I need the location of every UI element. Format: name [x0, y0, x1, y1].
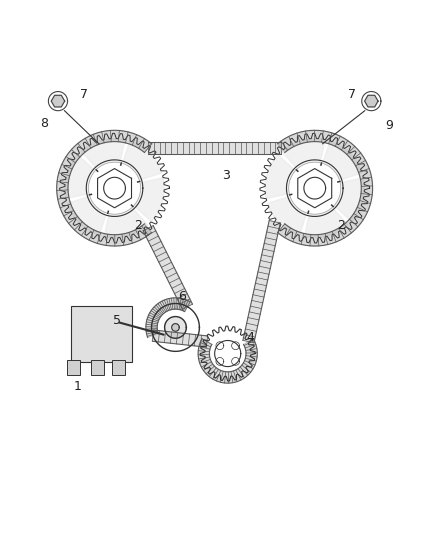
Text: 9: 9: [385, 118, 393, 132]
Polygon shape: [57, 130, 152, 246]
Polygon shape: [123, 141, 162, 180]
Text: 5: 5: [113, 314, 121, 327]
Polygon shape: [304, 207, 348, 238]
Text: 7: 7: [80, 88, 88, 101]
Polygon shape: [65, 155, 95, 199]
Text: 4: 4: [247, 330, 254, 343]
Polygon shape: [51, 95, 65, 107]
Polygon shape: [165, 317, 186, 338]
Polygon shape: [152, 330, 208, 347]
Polygon shape: [334, 177, 364, 221]
Text: 6: 6: [178, 289, 186, 303]
Polygon shape: [143, 225, 193, 309]
Polygon shape: [172, 324, 179, 331]
Text: 7: 7: [348, 88, 356, 101]
Polygon shape: [104, 207, 148, 238]
Polygon shape: [67, 196, 106, 236]
Polygon shape: [148, 142, 281, 154]
Polygon shape: [282, 139, 325, 169]
Polygon shape: [268, 196, 307, 236]
Polygon shape: [146, 298, 190, 337]
Polygon shape: [198, 339, 257, 383]
Text: 1: 1: [74, 379, 81, 393]
Polygon shape: [364, 95, 378, 107]
Text: 3: 3: [222, 168, 230, 182]
Text: 2: 2: [134, 219, 142, 232]
Text: 8: 8: [40, 117, 48, 130]
Bar: [112, 360, 125, 375]
Bar: [71, 305, 132, 362]
Polygon shape: [265, 155, 296, 199]
Polygon shape: [81, 139, 125, 169]
Polygon shape: [278, 130, 373, 246]
Bar: [67, 360, 80, 375]
Text: 2: 2: [337, 219, 345, 232]
Polygon shape: [134, 177, 164, 221]
Polygon shape: [323, 141, 362, 180]
Polygon shape: [243, 221, 280, 343]
Bar: [91, 360, 104, 375]
